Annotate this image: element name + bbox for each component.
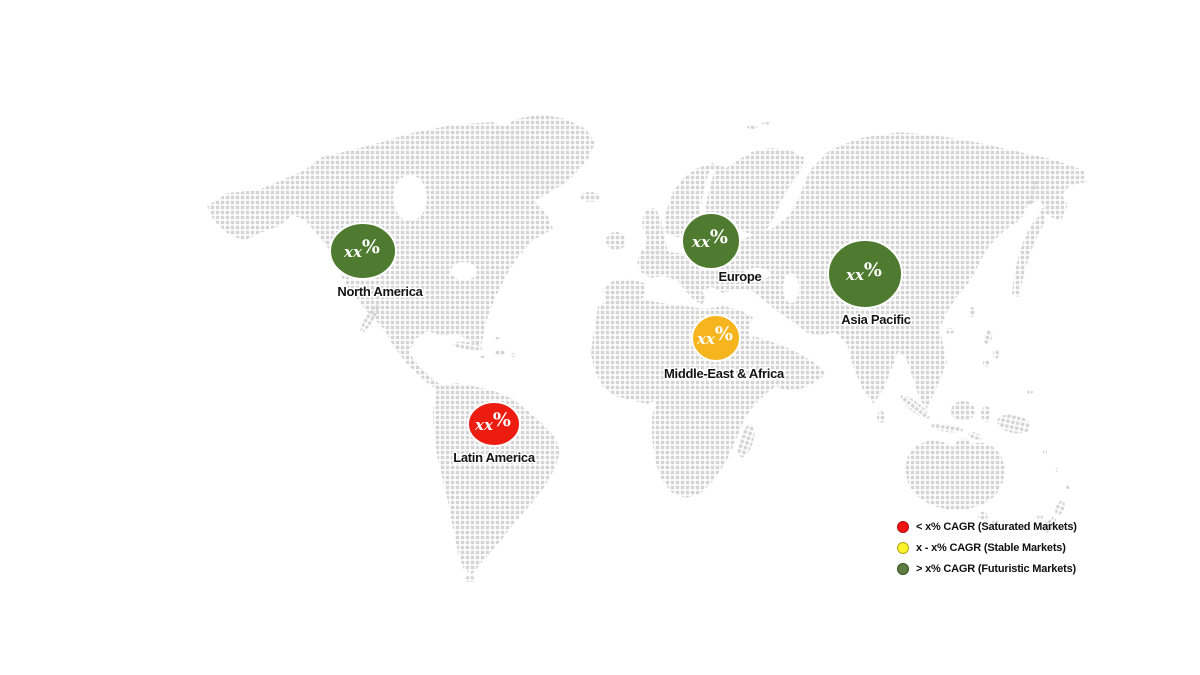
legend-label-saturated: < x% CAGR (Saturated Markets) [916, 520, 1077, 533]
ireland-shape [606, 232, 626, 250]
region-bubble-middle-east-africa [691, 314, 741, 362]
iceland-shape [580, 192, 600, 202]
region-label-north-america: North America [337, 284, 423, 299]
philippines-shape [993, 349, 999, 359]
madagascar-shape [737, 424, 755, 458]
hainan-shape [946, 328, 954, 334]
caribbean-island [511, 353, 517, 357]
hudson-bay-cutout [393, 175, 427, 221]
philippines-shape [983, 330, 993, 344]
caribbean-island [494, 337, 500, 341]
arctic-island [458, 144, 476, 156]
region-bubble-north-america [329, 222, 397, 280]
sri-lanka-shape [877, 411, 885, 423]
region-value-asia-pacific: xx% [845, 259, 882, 284]
region-marker-north-america: xx% North America [329, 222, 425, 301]
legend-label-stable: x - x% CAGR (Stable Markets) [916, 541, 1066, 554]
region-label-middle-east-africa: Middle-East & Africa [664, 366, 785, 381]
region-marker-middle-east-africa: xx% Middle-East & Africa [663, 314, 787, 383]
region-marker-latin-america: xx% Latin America [452, 401, 538, 467]
region-label-asia-pacific: Asia Pacific [841, 312, 910, 327]
south-america-shape [433, 383, 560, 574]
black-sea-cutout [744, 268, 770, 280]
legend-item-saturated: < x% CAGR (Saturated Markets) [897, 520, 1077, 533]
cagr-legend: < x% CAGR (Saturated Markets) x - x% CAG… [897, 520, 1077, 583]
australia-shape [905, 438, 1005, 510]
arctic-island [354, 151, 372, 161]
arctic-island [419, 133, 441, 147]
sulawesi-shape [981, 406, 991, 422]
region-bubble-latin-america [467, 401, 521, 447]
baja-shape [360, 303, 380, 333]
africa-shape [591, 296, 783, 498]
japan-shape [1012, 214, 1047, 297]
new-zealand-shape [1043, 517, 1057, 533]
region-markers: xx% North America xx% Europe xx% Asia Pa… [329, 212, 913, 467]
legend-dot-saturated [897, 520, 909, 533]
pacific-island [1043, 450, 1047, 454]
tasmania-shape [978, 512, 988, 520]
great-lakes-cutout [451, 262, 477, 280]
pacific-island [992, 520, 998, 524]
legend-dot-futuristic [897, 562, 909, 575]
taiwan-shape [969, 307, 975, 317]
pacific-island [1066, 485, 1070, 489]
region-marker-asia-pacific: xx% Asia Pacific [827, 239, 913, 329]
legend-item-stable: x - x% CAGR (Stable Markets) [897, 541, 1077, 554]
new-zealand-shape [1055, 500, 1065, 516]
sakhalin-shape [1029, 181, 1037, 205]
pacific-island [1054, 468, 1058, 472]
arctic-island [405, 154, 421, 164]
pacific-island [1037, 515, 1043, 519]
region-value-europe: xx% [691, 226, 728, 251]
legend-label-futuristic: > x% CAGR (Futuristic Markets) [916, 562, 1076, 575]
hokkaido-shape [1039, 208, 1049, 216]
new-guinea-shape [997, 414, 1031, 434]
region-value-latin-america: xx% [474, 409, 511, 434]
hispaniola-shape [494, 350, 506, 356]
philippines-shape [983, 359, 989, 367]
borneo-shape [951, 401, 975, 421]
java-shape [931, 423, 963, 433]
svalbard-shape [762, 122, 770, 126]
cuba-shape [453, 341, 483, 351]
region-label-latin-america: Latin America [453, 450, 536, 465]
svalbard-shape [747, 125, 757, 129]
region-bubble-europe [681, 212, 741, 270]
caspian-sea-cutout [783, 273, 799, 303]
region-value-middle-east-africa: xx% [696, 323, 733, 348]
region-value-north-america: xx% [343, 236, 380, 261]
legend-dot-stable [897, 541, 909, 554]
tierra-del-fuego-shape [464, 576, 476, 582]
region-bubble-asia-pacific [827, 239, 903, 309]
timor-shape [968, 432, 982, 440]
italy-shape [678, 272, 706, 305]
pacific-island [1027, 390, 1033, 394]
sumatra-shape [900, 395, 930, 419]
region-marker-europe: xx% Europe [681, 212, 763, 286]
greenland-shape [482, 114, 595, 191]
legend-item-futuristic: > x% CAGR (Futuristic Markets) [897, 562, 1077, 575]
region-label-europe: Europe [719, 269, 762, 284]
caribbean-island [480, 354, 486, 358]
continents [207, 114, 1087, 582]
